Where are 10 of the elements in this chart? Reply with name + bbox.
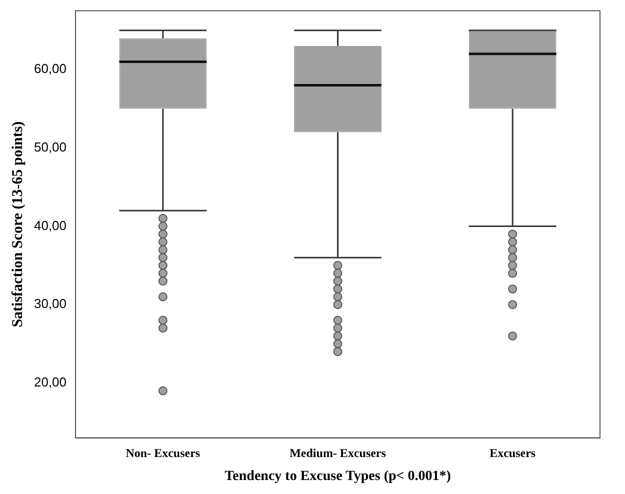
y-tick-label: 60,00	[34, 61, 67, 76]
y-tick-label: 30,00	[34, 296, 67, 312]
x-axis-title: Tendency to Excuse Types (p< 0.001*)	[224, 469, 452, 484]
x-tick-label: Medium- Excusers	[290, 446, 386, 460]
y-tick-label: 20,00	[34, 374, 67, 390]
y-axis-title: Satisfaction Score (13-65 points)	[10, 121, 26, 328]
x-tick-label: Non- Excusers	[126, 446, 200, 460]
y-tick-label: 40,00	[34, 218, 67, 233]
x-tick-label: Excusers	[490, 446, 536, 460]
y-tick-label: 50,00	[34, 139, 67, 154]
